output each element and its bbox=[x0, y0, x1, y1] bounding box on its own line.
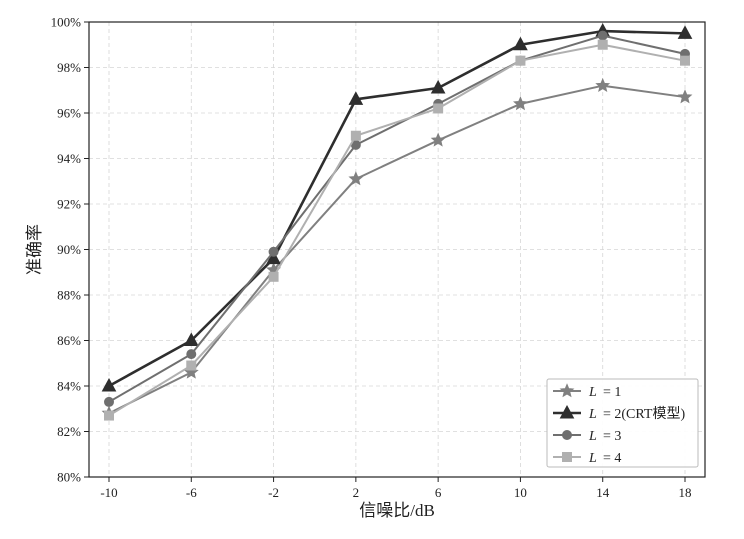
x-tick-label: -6 bbox=[186, 485, 197, 500]
legend-box bbox=[546, 378, 699, 468]
x-tick-label: -10 bbox=[100, 485, 117, 500]
triangle-point bbox=[348, 91, 364, 105]
y-axis: 80% 82% 84% 86% 88% 90% 92% 94% 96% 98% 100% bbox=[51, 15, 89, 485]
square-point bbox=[680, 55, 690, 66]
legend-var: L bbox=[588, 451, 597, 466]
y-tick-label: 96% bbox=[57, 106, 81, 121]
triangle-point bbox=[677, 25, 693, 39]
legend-label: = 4 bbox=[603, 451, 621, 466]
legend-label: = 2(CRT模型) bbox=[603, 406, 685, 422]
legend: L = 1 L = 2(CRT模型) L = 3 L = 4 bbox=[546, 378, 699, 468]
square-point bbox=[186, 360, 197, 371]
y-tick-label: 84% bbox=[57, 379, 81, 394]
y-tick-label: 88% bbox=[57, 288, 81, 303]
x-tick-label: 2 bbox=[353, 485, 360, 500]
y-tick-label: 94% bbox=[57, 151, 81, 166]
x-axis-label: 信噪比/dB bbox=[359, 501, 435, 520]
triangle-point bbox=[513, 36, 528, 51]
square-point bbox=[433, 103, 444, 114]
star-point bbox=[348, 171, 364, 186]
square-point bbox=[597, 39, 608, 50]
circle-point bbox=[104, 396, 114, 407]
square-point bbox=[515, 55, 526, 66]
x-tick-label: 10 bbox=[514, 485, 527, 500]
legend-item: L = 1 bbox=[553, 383, 621, 400]
y-tick-label: 82% bbox=[57, 424, 81, 439]
square-point bbox=[268, 271, 279, 282]
series-line bbox=[108, 29, 686, 388]
series-2 bbox=[101, 23, 693, 392]
circle-point bbox=[268, 246, 279, 257]
star-point bbox=[430, 132, 446, 147]
star-point bbox=[595, 77, 611, 93]
y-tick-label: 92% bbox=[57, 197, 81, 212]
legend-item: L = 4 bbox=[553, 451, 621, 466]
legend-square-icon bbox=[562, 452, 572, 462]
y-tick-label: 98% bbox=[57, 60, 81, 75]
y-tick-label: 86% bbox=[57, 333, 81, 348]
legend-triangle-icon bbox=[559, 404, 575, 419]
series-line bbox=[108, 34, 686, 403]
y-tick-label: 100% bbox=[51, 15, 82, 30]
x-tick-label: 18 bbox=[679, 485, 692, 500]
circle-point bbox=[186, 349, 197, 360]
y-axis-label: 准确率 bbox=[25, 224, 44, 275]
legend-var: L bbox=[588, 385, 597, 400]
star-point bbox=[513, 96, 528, 111]
series-line bbox=[108, 84, 686, 415]
legend-item: L = 2(CRT模型) bbox=[553, 404, 685, 422]
legend-circle-icon bbox=[562, 430, 572, 440]
legend-item: L = 3 bbox=[553, 429, 621, 444]
triangle-point bbox=[266, 250, 281, 265]
square-point bbox=[104, 410, 114, 421]
legend-var: L bbox=[588, 407, 597, 422]
series-4 bbox=[104, 39, 690, 421]
legend-var: L bbox=[588, 429, 597, 444]
circle-point bbox=[597, 30, 608, 41]
series-line bbox=[108, 43, 686, 417]
x-axis: -10 -6 -2 2 6 10 14 18 bbox=[100, 477, 692, 500]
x-tick-label: -2 bbox=[268, 485, 279, 500]
x-tick-label: 14 bbox=[596, 485, 610, 500]
legend-label: = 1 bbox=[603, 385, 621, 400]
legend-label: = 3 bbox=[603, 429, 621, 444]
square-point bbox=[350, 130, 361, 141]
y-tick-label: 90% bbox=[57, 242, 81, 257]
x-tick-label: 6 bbox=[435, 485, 442, 500]
triangle-point bbox=[183, 332, 199, 346]
triangle-point bbox=[430, 79, 446, 94]
legend-star-icon bbox=[559, 383, 575, 398]
series-layer bbox=[101, 23, 693, 421]
triangle-point bbox=[101, 377, 117, 392]
star-point bbox=[677, 89, 693, 104]
y-tick-label: 80% bbox=[57, 470, 81, 485]
